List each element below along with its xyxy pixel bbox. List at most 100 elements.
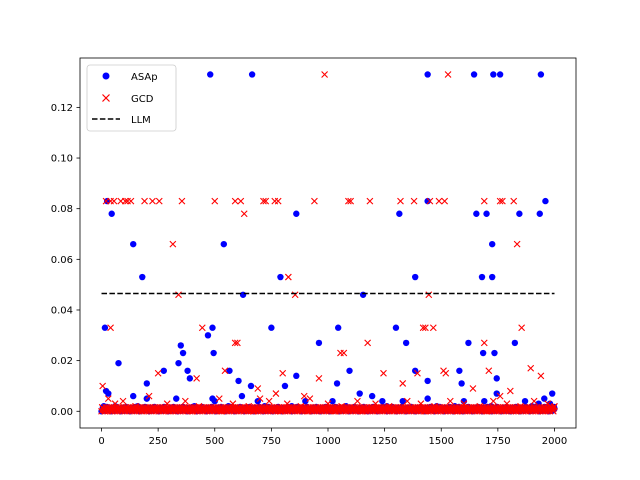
asap-point xyxy=(184,367,191,374)
gcd-point xyxy=(539,407,547,415)
asap-point xyxy=(424,395,431,402)
gcd-point xyxy=(155,197,163,205)
gcd-point xyxy=(444,71,452,78)
legend-box xyxy=(86,64,177,132)
gcd-point xyxy=(480,339,488,347)
asap-point xyxy=(248,71,256,78)
gcd-point xyxy=(236,405,244,413)
asap-point xyxy=(108,210,115,217)
gcd-point xyxy=(549,405,557,413)
asap-point xyxy=(470,71,478,78)
x-tick-label: 500 xyxy=(205,436,224,447)
gcd-point xyxy=(421,324,429,332)
asap-point xyxy=(359,291,367,298)
asap-point xyxy=(456,367,463,374)
gcd-point xyxy=(512,407,520,415)
gcd-point xyxy=(138,407,146,415)
x-marker-icon xyxy=(102,94,110,102)
x-tick-label: 0 xyxy=(98,436,104,447)
gcd-point xyxy=(476,402,484,410)
asap-point xyxy=(207,71,214,78)
series-gcd xyxy=(99,71,558,415)
gcd-point xyxy=(317,405,325,413)
gcd-point xyxy=(104,395,112,403)
asap-point xyxy=(334,324,342,331)
asap-point xyxy=(424,71,431,78)
asap-point xyxy=(105,390,112,397)
asap-point xyxy=(493,375,500,382)
gcd-point xyxy=(366,197,374,205)
asap-point xyxy=(490,71,497,78)
gcd-point xyxy=(279,369,287,377)
gcd-point xyxy=(513,240,521,248)
circle-marker-icon xyxy=(102,72,110,80)
gcd-point xyxy=(485,367,493,375)
asap-point xyxy=(536,210,543,217)
gcd-point xyxy=(435,405,443,413)
gcd-point xyxy=(198,324,206,332)
asap-point xyxy=(204,332,212,339)
asap-point xyxy=(356,390,363,397)
x-tick-label: 250 xyxy=(149,436,168,447)
gcd-point xyxy=(358,407,366,415)
gcd-point xyxy=(145,392,153,400)
gcd-point xyxy=(111,400,119,408)
x-tick-label: 1750 xyxy=(485,436,510,447)
asap-point xyxy=(346,367,353,374)
gcd-point xyxy=(311,197,318,205)
gcd-point xyxy=(283,400,291,408)
gcd-point xyxy=(417,400,425,408)
gcd-point xyxy=(510,197,518,205)
asap-point xyxy=(101,324,109,331)
gcd-point xyxy=(119,397,127,405)
asap-point xyxy=(478,273,486,281)
gcd-point xyxy=(431,402,438,410)
asap-point xyxy=(473,210,480,217)
gcd-point xyxy=(537,372,545,380)
asap-point xyxy=(516,210,523,217)
gcd-point xyxy=(331,407,339,415)
gcd-point xyxy=(441,197,449,205)
gcd-point xyxy=(221,367,229,375)
asap-point xyxy=(511,339,519,347)
gcd-point xyxy=(254,385,262,392)
gcd-point xyxy=(163,400,171,408)
gcd-point xyxy=(480,197,488,205)
gcd-point xyxy=(277,407,284,415)
asap-point xyxy=(493,390,500,397)
gcd-point xyxy=(181,397,189,405)
y-tick-label: 0.02 xyxy=(51,356,73,367)
x-tick-label: 750 xyxy=(262,436,281,447)
gcd-point xyxy=(262,197,270,205)
gcd-point xyxy=(195,402,203,410)
asap-point xyxy=(402,339,410,347)
y-tick-label: 0.08 xyxy=(51,204,73,215)
asap-point xyxy=(210,349,217,357)
gcd-point xyxy=(125,405,133,413)
legend-item-gcd: GCD xyxy=(102,94,154,105)
gcd-point xyxy=(414,369,421,377)
asap-point xyxy=(424,197,431,205)
gcd-point xyxy=(211,197,219,205)
gcd-point xyxy=(215,395,223,403)
asap-point xyxy=(130,240,137,248)
y-tick-label: 0.00 xyxy=(51,407,73,418)
gcd-point xyxy=(354,397,361,405)
asap-point xyxy=(175,359,182,367)
legend: ASAp GCD LLM xyxy=(86,64,177,132)
gcd-point xyxy=(306,395,314,403)
gcd-point xyxy=(179,405,187,413)
gcd-point xyxy=(229,400,237,408)
gcd-point xyxy=(489,397,497,405)
y-tick-label: 0.06 xyxy=(51,255,73,266)
gcd-point xyxy=(101,407,109,415)
asap-point xyxy=(399,397,406,405)
gcd-point xyxy=(469,385,477,392)
gcd-point xyxy=(453,407,461,415)
gcd-point xyxy=(290,405,298,413)
gcd-point xyxy=(403,397,411,405)
asap-point xyxy=(549,390,556,397)
asap-point xyxy=(479,349,487,357)
y-tick-label: 0.12 xyxy=(51,103,73,114)
